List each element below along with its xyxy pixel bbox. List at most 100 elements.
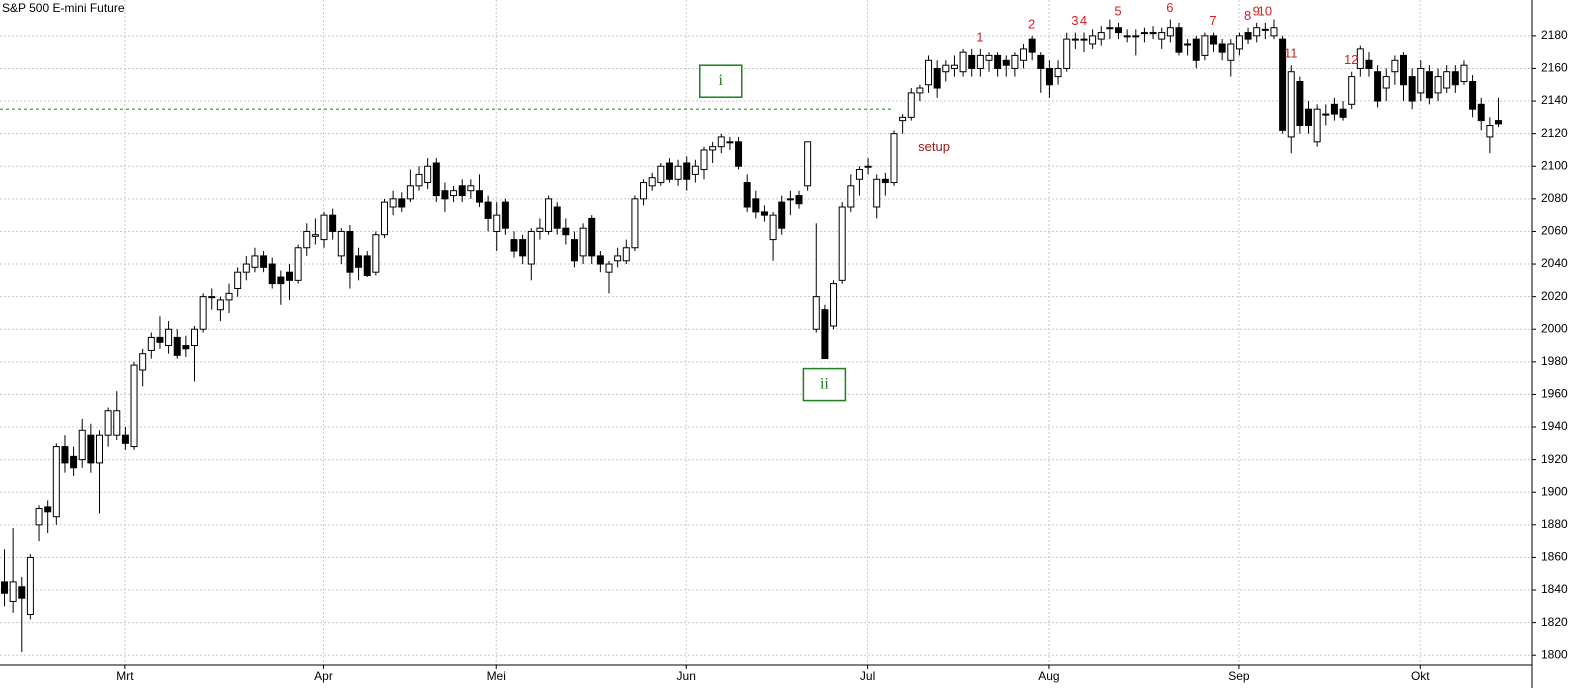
candle-body (78, 429, 86, 461)
candle-body (1192, 38, 1200, 61)
candle-body (424, 165, 432, 184)
y-tick-label: 1840 (1541, 582, 1568, 596)
candle-body (1011, 54, 1019, 69)
candle-body (1045, 67, 1053, 86)
y-tick-label: 1920 (1541, 452, 1568, 466)
candle-body (139, 353, 147, 371)
candle-body (355, 255, 363, 268)
candle-body (1037, 54, 1045, 69)
count-label: 11 (1284, 46, 1298, 61)
candle-body (994, 54, 1002, 69)
candle-body (1071, 38, 1079, 41)
candle-body (1253, 27, 1261, 37)
candle-body (190, 328, 198, 347)
candle-body (493, 214, 501, 232)
candle-body (1020, 48, 1028, 61)
candle-body (501, 201, 509, 229)
candle-body (1374, 71, 1382, 102)
candle-body (553, 206, 561, 229)
candle-body (916, 87, 924, 94)
candle-body (432, 162, 440, 197)
candle-body (1158, 32, 1166, 40)
x-tick-label: Okt (1411, 669, 1430, 683)
candle-body (121, 434, 129, 444)
candle-body (398, 198, 406, 208)
candle-body (579, 227, 587, 257)
candle-body (1184, 43, 1192, 46)
candle-body (1261, 28, 1269, 31)
candle-body (588, 217, 596, 257)
candle-body (925, 59, 933, 86)
candle-body (1028, 38, 1036, 53)
candle-body (1002, 59, 1010, 66)
candle-body (18, 586, 26, 599)
count-label: 1 (976, 29, 983, 44)
candle-body (1486, 125, 1494, 138)
candle-body (113, 410, 121, 436)
candle-body (614, 255, 622, 262)
y-tick-label: 2180 (1541, 28, 1568, 42)
candle-body (1400, 54, 1408, 86)
y-tick-label: 1800 (1541, 647, 1568, 661)
candle-body (260, 255, 268, 268)
candle-body (87, 434, 95, 464)
y-tick-label: 2100 (1541, 158, 1568, 172)
candle-body (838, 206, 846, 281)
candle-body (890, 133, 898, 184)
candle-body (441, 190, 449, 200)
candle-body (1330, 103, 1338, 115)
wave-box (802, 367, 847, 402)
candle-body (950, 64, 958, 69)
candle-body (683, 162, 691, 180)
candle-body (605, 263, 613, 273)
candle-body (1149, 32, 1157, 35)
candle-body (225, 292, 233, 301)
candle-body (1063, 38, 1071, 69)
candle-body (346, 230, 354, 273)
candle-body (735, 141, 743, 167)
y-tick-label: 2000 (1541, 321, 1568, 335)
y-tick-label: 2160 (1541, 61, 1568, 75)
candle-body (1166, 27, 1174, 37)
candle-body (26, 556, 34, 615)
candle-body (337, 230, 345, 257)
candle-body (268, 263, 276, 285)
candle-body (173, 336, 181, 356)
candle-body (985, 54, 993, 61)
candle-body (1425, 71, 1433, 99)
count-label: 7 (1209, 13, 1216, 28)
x-tick-label: Aug (1038, 669, 1059, 683)
candle-body (1, 581, 8, 594)
candle-body (873, 178, 881, 208)
count-label: 9 (1253, 3, 1260, 18)
candle-body (52, 446, 60, 518)
candle-body (95, 434, 103, 464)
candle-body (1460, 64, 1468, 82)
candle-body (165, 328, 173, 347)
y-tick-label: 1960 (1541, 387, 1568, 401)
candle-body (527, 230, 535, 265)
candle-body (311, 234, 319, 237)
candle-body (752, 198, 760, 213)
candle-body (933, 67, 941, 89)
candle-body (1296, 80, 1304, 127)
candle-body (1218, 43, 1226, 53)
chart-title: S&P 500 E-mini Future (2, 1, 125, 15)
count-label: 12 (1344, 52, 1358, 67)
candle-body (640, 182, 648, 200)
candle-body (1365, 59, 1373, 69)
y-tick-label: 1820 (1541, 615, 1568, 629)
candle-body (864, 165, 872, 168)
candle-body (320, 214, 328, 241)
candle-body (1089, 35, 1097, 45)
x-tick-label: Mrt (116, 669, 134, 683)
candle-body (1140, 32, 1148, 35)
candle-body (795, 195, 803, 205)
candle-body (156, 336, 164, 343)
candle-body (769, 214, 777, 241)
candle-body (847, 185, 855, 208)
candle-body (1201, 35, 1209, 56)
candle-body (717, 136, 725, 148)
candle-body (665, 162, 673, 180)
